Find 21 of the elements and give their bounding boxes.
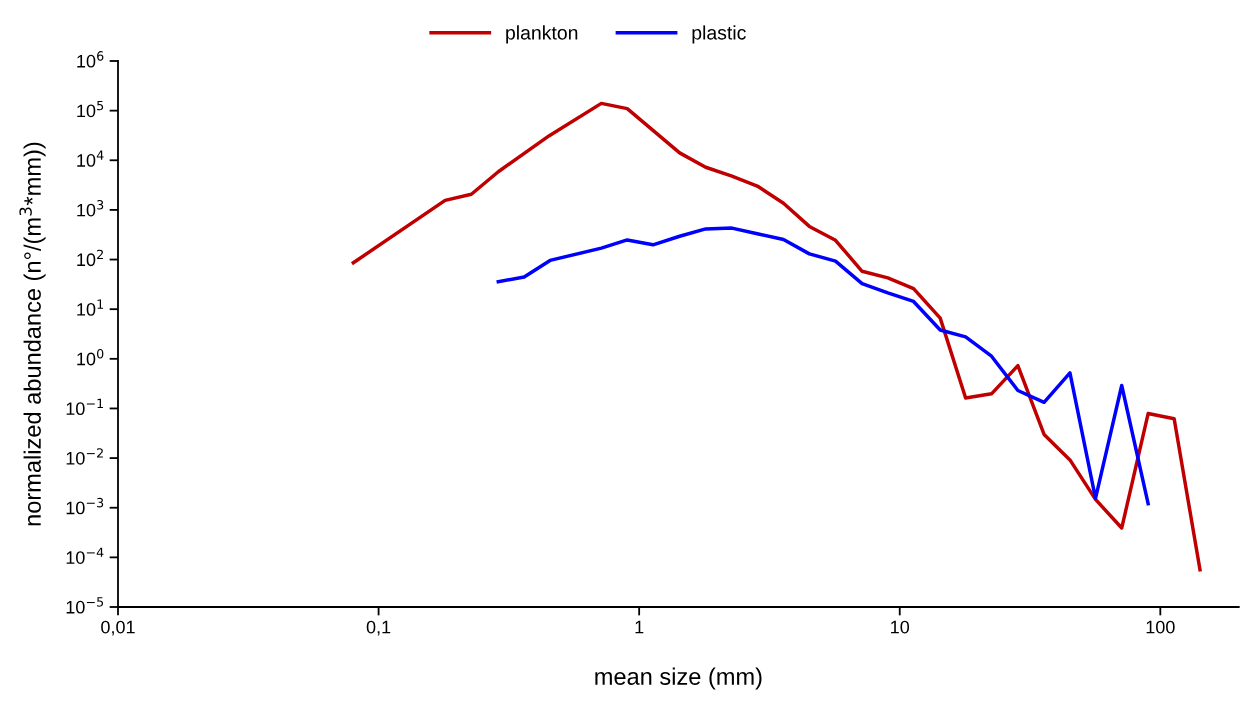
y-axis-title: normalized abundance (n°/(m$^{3}$*mm)) [19,142,46,526]
x-axis-title: mean size (mm) [595,667,762,690]
y-tick-label: 10$^{0}$ [77,348,104,366]
legend-label: plankton [506,25,578,44]
y-tick-label: 10$^{−2}$ [66,448,103,465]
y-tick-label: 10$^{−1}$ [66,398,103,416]
x-tick-label: 0,1 [366,620,391,636]
y-tick-label: 10$^{−3}$ [66,497,104,515]
legend-label: plastic [692,25,746,44]
y-tick-label: 10$^{−4}$ [66,547,104,564]
x-tick-label: 1 [635,620,644,634]
x-tick-label: 10 [891,620,910,634]
x-tick-label: 0,01 [101,620,135,636]
y-tick-label: 10$^{1}$ [77,299,104,316]
y-tick-label: 10$^{3}$ [77,200,104,217]
y-tick-label: 10$^{−5}$ [66,597,104,614]
y-tick-label: 10$^{6}$ [77,51,104,68]
y-tick-label: 10$^{5}$ [77,100,104,118]
y-tick-label: 10$^{4}$ [77,150,104,167]
x-tick-label: 100 [1146,620,1175,634]
y-tick-label: 10$^{2}$ [77,249,103,267]
